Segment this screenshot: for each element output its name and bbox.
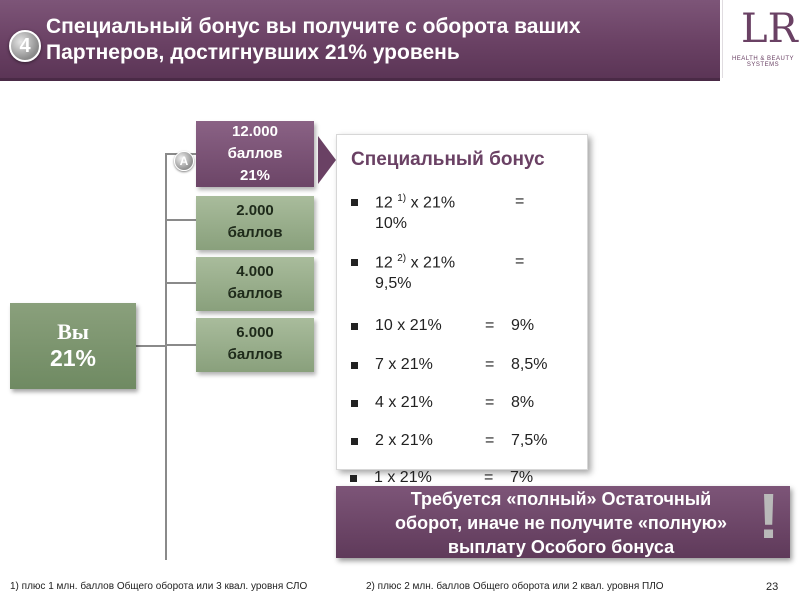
bonus-formula: 10 x 21% [375, 317, 442, 334]
bonus-row: 1 x 21% = 7% [350, 469, 580, 509]
bonus-formula: 1 x 21% [374, 469, 432, 486]
you-node: Вы 21% [10, 303, 136, 389]
partner-points: 4.000 [236, 263, 274, 280]
bullet-icon [351, 362, 358, 369]
bonus-equals: = [485, 356, 495, 373]
partner-points-unit: баллов [227, 285, 283, 302]
requirement-notice: Требуется «полный» Остаточный оборот, ин… [336, 486, 790, 558]
bonus-formula: 12 1) x 21% [375, 193, 456, 212]
partner-points-unit: баллов [227, 145, 283, 162]
connector-line [165, 282, 197, 284]
title-line-2: Партнеров, достигнувших 21% уровень [46, 41, 460, 64]
panel-title: Специальный бонус [351, 149, 545, 170]
partner-node-12000: 12.000 баллов 21% [196, 121, 314, 187]
partner-points-unit: баллов [227, 346, 283, 363]
bonus-formula: 4 x 21% [375, 394, 433, 411]
bonus-equals: = [484, 469, 494, 486]
partner-node-4000: 4.000 баллов [196, 257, 314, 311]
footnotes: 1) плюс 1 млн. баллов Общего оборота или… [10, 581, 790, 595]
bonus-result: 8% [511, 394, 535, 411]
partner-points: 6.000 [236, 324, 274, 341]
logo-tagline: HEALTH & BEAUTY SYSTEMS [731, 56, 795, 68]
requirement-text: Требуется «полный» Остаточный оборот, ин… [346, 487, 776, 559]
bullet-icon [351, 323, 358, 330]
partner-node-2000: 2.000 баллов [196, 196, 314, 250]
bonus-formula: 2 x 21% [375, 432, 433, 449]
bullet-icon [350, 475, 357, 482]
bonus-row: 12 1) x 21% = 10% [351, 193, 581, 239]
bullet-icon [351, 400, 358, 407]
page-number: 23 [766, 581, 779, 593]
bonus-result: 7% [510, 469, 534, 486]
partner-points-unit: баллов [227, 224, 283, 241]
bullet-icon [351, 438, 358, 445]
bonus-result: 10% [375, 215, 408, 232]
bullet-icon [351, 259, 358, 266]
partner-points: 2.000 [236, 202, 274, 219]
partner-node-6000: 6.000 баллов [196, 318, 314, 372]
you-label: Вы [57, 319, 89, 344]
bonus-row: 10 x 21% = 9% [351, 317, 581, 357]
bonus-result: 7,5% [511, 432, 548, 449]
bonus-equals: = [485, 432, 495, 449]
page-title: Специальный бонус вы получите с оборота … [46, 14, 646, 66]
partner-percent: 21% [239, 167, 271, 184]
bullet-icon [351, 199, 358, 206]
connector-line [136, 345, 166, 347]
connector-line [165, 344, 197, 346]
footnote-2: 2) плюс 2 млн. баллов Общего оборота или… [366, 581, 664, 592]
bonus-row: 12 2) x 21% = 9,5% [351, 253, 581, 299]
company-logo: LR HEALTH & BEAUTY SYSTEMS [722, 0, 800, 78]
bonus-equals: = [485, 317, 495, 334]
you-percent: 21% [49, 345, 97, 371]
title-line-1: Специальный бонус вы получите с оборота … [46, 15, 581, 38]
bonus-formula: 12 2) x 21% [375, 253, 456, 272]
bonus-equals: = [485, 394, 495, 411]
arrow-right-icon [318, 136, 336, 184]
connector-line [165, 219, 197, 221]
footnote-1: 1) плюс 1 млн. баллов Общего оборота или… [10, 581, 308, 592]
logo-mark: LR [741, 6, 798, 52]
partner-points: 12.000 [232, 123, 278, 140]
requirement-line: оборот, иначе не получите «полную» [394, 513, 728, 533]
bonus-result: 9,5% [375, 275, 412, 292]
bonus-equals: = [515, 193, 525, 210]
requirement-line: выплату Особого бонуса [447, 537, 675, 557]
bonus-result: 8,5% [511, 356, 548, 373]
exclamation-icon: ! [758, 480, 780, 552]
step-number-badge: 4 [9, 30, 41, 62]
bonus-result: 9% [511, 317, 535, 334]
bonus-row: 4 x 21% = 8% [351, 394, 581, 434]
bonus-equals: = [515, 253, 525, 270]
special-bonus-panel: Специальный бонус 12 1) x 21% = 10% 12 2… [336, 134, 588, 470]
bonus-row: 2 x 21% = 7,5% [351, 432, 581, 469]
partner-a-badge: A [174, 151, 194, 171]
header-bar: 4 Специальный бонус вы получите с оборот… [0, 0, 720, 81]
bonus-formula: 7 x 21% [375, 356, 433, 373]
bonus-row: 7 x 21% = 8,5% [351, 356, 581, 396]
connector-line [165, 153, 167, 560]
requirement-line: Требуется «полный» Остаточный [410, 489, 712, 509]
